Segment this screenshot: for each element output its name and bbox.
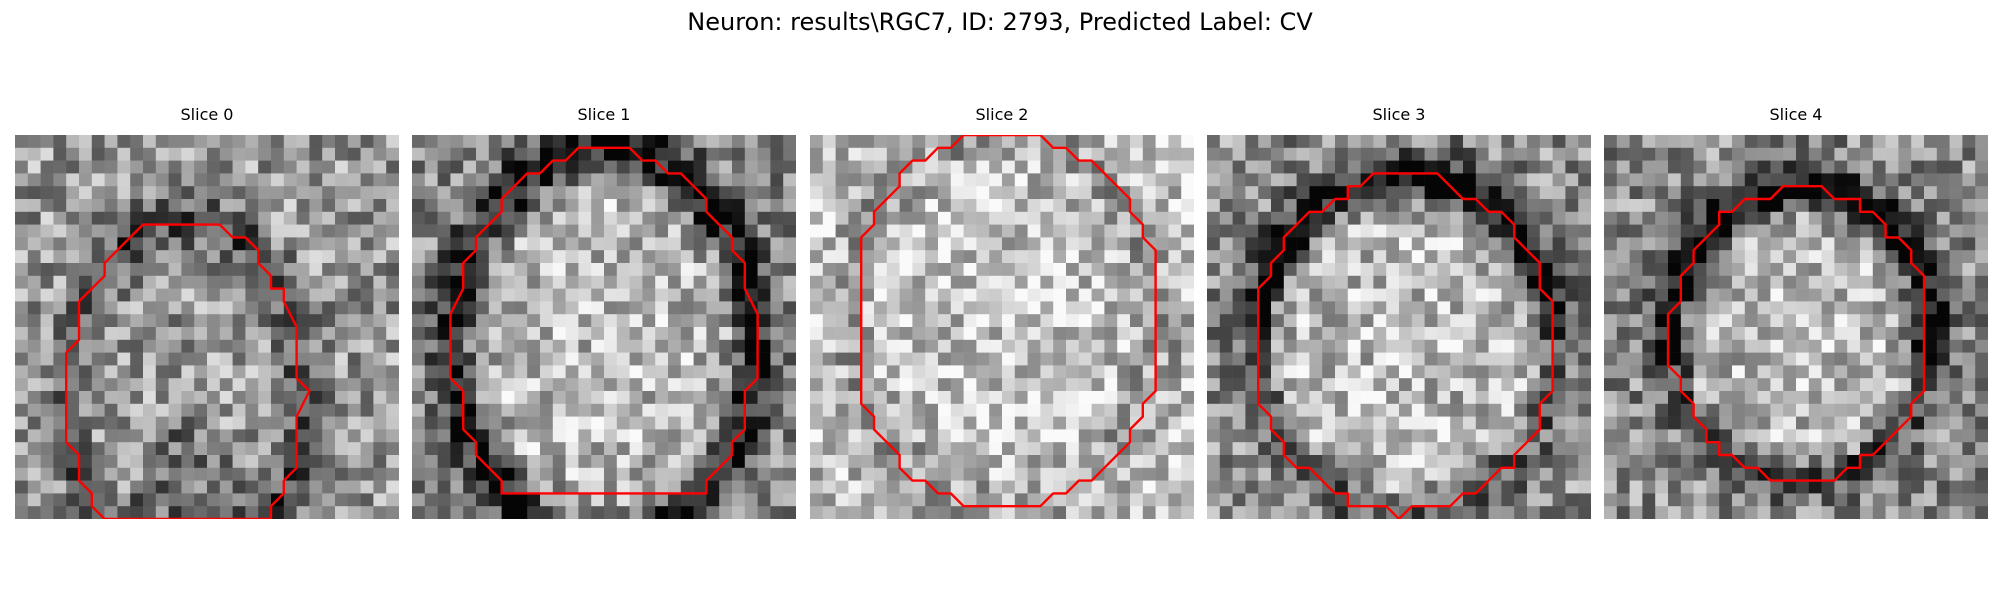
slice-panel-2: Slice 2 bbox=[810, 105, 1194, 529]
slice-title-1: Slice 1 bbox=[577, 105, 631, 124]
slice-panel-3: Slice 3 bbox=[1207, 105, 1591, 529]
cell-contour bbox=[1666, 185, 1926, 482]
slice-panel-1: Slice 1 bbox=[412, 105, 796, 529]
slice-title-3: Slice 3 bbox=[1372, 105, 1426, 124]
slice-pixel-grid bbox=[1207, 135, 1591, 519]
slice-image-1 bbox=[412, 135, 796, 519]
slice-image-2 bbox=[810, 135, 1194, 519]
slice-image-0 bbox=[15, 135, 399, 519]
slice-pixel-grid bbox=[412, 135, 796, 519]
cell-contour bbox=[65, 223, 311, 519]
slice-title-2: Slice 2 bbox=[975, 105, 1029, 124]
cell-contour bbox=[860, 135, 1157, 508]
slice-pixel-grid bbox=[810, 135, 1194, 519]
slice-panel-4: Slice 4 bbox=[1604, 105, 1988, 529]
slice-image-3 bbox=[1207, 135, 1591, 519]
slice-image-4 bbox=[1604, 135, 1988, 519]
slice-title-4: Slice 4 bbox=[1769, 105, 1823, 124]
cell-contour bbox=[449, 146, 759, 495]
slice-panel-0: Slice 0 bbox=[15, 105, 399, 529]
cell-contour bbox=[1257, 172, 1554, 519]
slice-pixel-grid bbox=[15, 135, 399, 519]
figure-title: Neuron: results\RGC7, ID: 2793, Predicte… bbox=[687, 8, 1313, 36]
slice-title-0: Slice 0 bbox=[180, 105, 234, 124]
slice-pixel-grid bbox=[1604, 135, 1988, 519]
